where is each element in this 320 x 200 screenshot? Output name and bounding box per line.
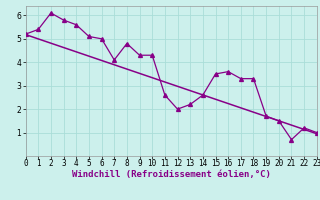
- X-axis label: Windchill (Refroidissement éolien,°C): Windchill (Refroidissement éolien,°C): [72, 170, 271, 179]
